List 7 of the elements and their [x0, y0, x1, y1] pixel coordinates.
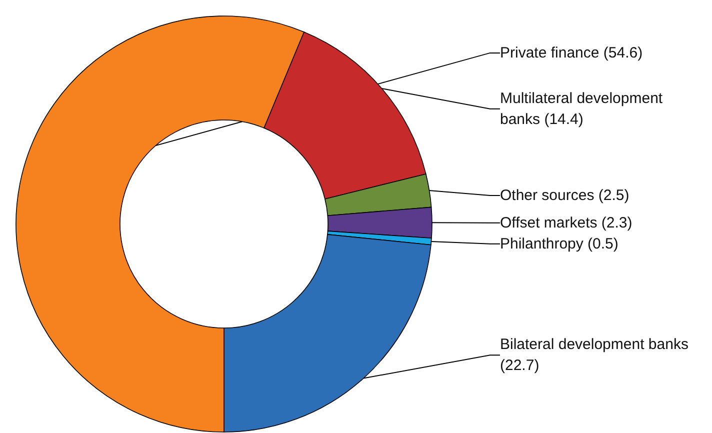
slice-label: Bilateral development banks — [500, 336, 693, 354]
slice-label: Offset markets (2.3) — [500, 214, 632, 232]
slice-label: Philanthropy (0.5) — [500, 235, 618, 252]
slice-label: Multilateral development banks (14.4) — [500, 90, 667, 128]
slice-label: Private finance (54.6) — [500, 44, 643, 62]
data-label: (22.7) — [500, 357, 540, 374]
slice-label: Other sources (2.5) — [500, 186, 630, 204]
